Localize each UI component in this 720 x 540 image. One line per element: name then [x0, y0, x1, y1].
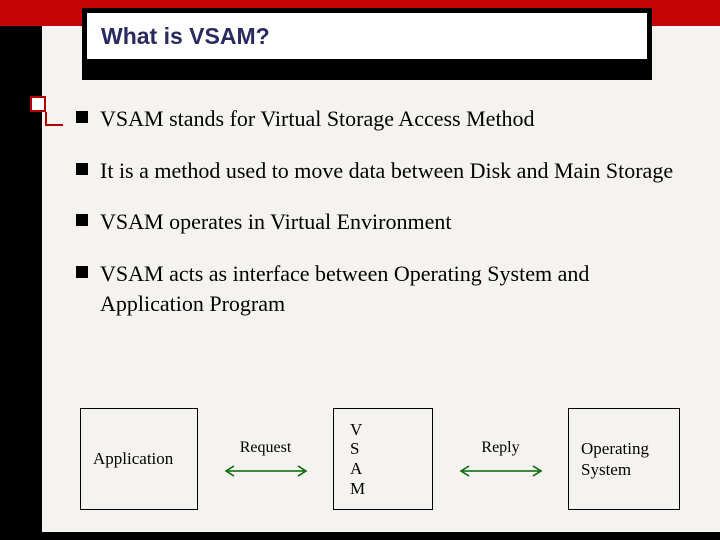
- bullet-text: It is a method used to move data between…: [100, 156, 673, 186]
- slide-title: What is VSAM?: [101, 23, 270, 50]
- diagram-box-label: Application: [93, 448, 173, 469]
- bullet-text: VSAM stands for Virtual Storage Access M…: [100, 104, 535, 134]
- double-arrow-icon: [220, 463, 312, 479]
- double-arrow-icon: [455, 463, 547, 479]
- diagram-box-application: Application: [80, 408, 198, 510]
- bullet-text: VSAM acts as interface between Operating…: [100, 259, 686, 318]
- arrow-label-reply: Reply: [481, 439, 519, 457]
- bullet-item: VSAM stands for Virtual Storage Access M…: [76, 104, 686, 134]
- bullet-item: It is a method used to move data between…: [76, 156, 686, 186]
- bullet-item: VSAM acts as interface between Operating…: [76, 259, 686, 318]
- diagram-box-vsam: V S A M: [333, 408, 433, 510]
- diagram-box-label: Operating System: [581, 438, 649, 481]
- bottom-black-strip: [0, 532, 720, 540]
- bullet-square-icon: [76, 111, 88, 123]
- arrow-reply-wrap: Reply: [433, 439, 568, 479]
- bullet-square-icon: [76, 214, 88, 226]
- bullet-list: VSAM stands for Virtual Storage Access M…: [76, 104, 686, 340]
- bullet-square-icon: [76, 163, 88, 175]
- bullet-item: VSAM operates in Virtual Environment: [76, 207, 686, 237]
- arrow-label-request: Request: [240, 439, 292, 457]
- bullet-square-icon: [76, 266, 88, 278]
- title-inner: What is VSAM?: [87, 13, 647, 59]
- diagram-row: Application Request V S A M Reply Operat…: [80, 404, 680, 514]
- diagram-box-label: V S A M: [350, 420, 365, 498]
- deco-square-icon: [30, 96, 46, 112]
- arrow-request-wrap: Request: [198, 439, 333, 479]
- deco-hook-horizontal: [45, 124, 63, 126]
- bullet-text: VSAM operates in Virtual Environment: [100, 207, 451, 237]
- diagram-box-os: Operating System: [568, 408, 680, 510]
- title-container: What is VSAM?: [82, 8, 652, 80]
